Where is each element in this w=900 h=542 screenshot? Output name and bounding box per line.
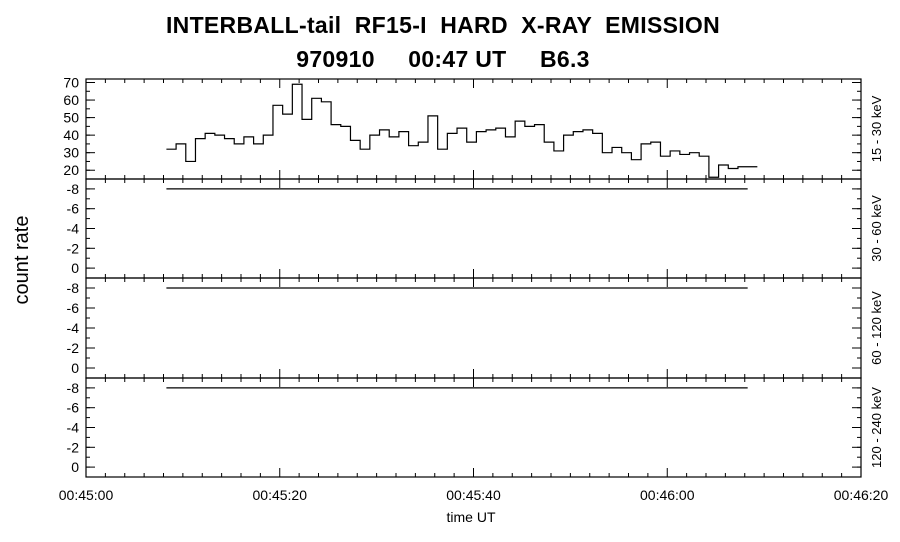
series-line	[166, 83, 758, 178]
x-axis-label: time UT	[447, 509, 496, 525]
chart-subtitle: 970910 00:47 UT B6.3	[296, 46, 590, 72]
y-tick-label: -4	[67, 221, 80, 237]
panel-frame	[85, 377, 862, 478]
y-tick-label: -6	[67, 201, 80, 217]
y-tick-label: 30	[63, 145, 79, 161]
x-tick-label: 00:46:00	[640, 487, 695, 503]
panel-energy-label: 15 - 30 keV	[869, 95, 884, 162]
y-tick-label: -8	[67, 181, 80, 197]
panel-3: 0 -2 -4 -6 -8 60 - 120 keV	[67, 277, 884, 379]
x-tick-label: 00:45:20	[253, 487, 308, 503]
x-axis: 00:45:00 00:45:20 00:45:40 00:46:00 00:46:20	[59, 487, 889, 503]
x-tick-label: 00:45:40	[446, 487, 501, 503]
y-tick-label: 0	[71, 459, 79, 475]
y-tick-label: 50	[63, 110, 79, 126]
y-tick-label: 40	[63, 127, 79, 143]
panel-energy-label: 30 - 60 keV	[869, 195, 884, 262]
y-axis-label: count rate	[11, 216, 33, 305]
y-tick-label: -2	[67, 340, 80, 356]
y-tick-label: -8	[67, 380, 80, 396]
x-tick-label: 00:46:20	[834, 487, 889, 503]
x-tick-label: 00:45:00	[59, 487, 114, 503]
panel-frame	[85, 277, 862, 379]
y-tick-label: 0	[71, 360, 79, 376]
y-tick-label: 60	[63, 92, 79, 108]
y-tick-label: -2	[67, 439, 80, 455]
panel-frame	[85, 178, 862, 279]
panel-2: 0 -2 -4 -6 -8 30 - 60 keV	[67, 178, 884, 279]
y-tick-label: 0	[71, 260, 79, 276]
y-tick-label: -6	[67, 300, 80, 316]
y-tick-label: -8	[67, 280, 80, 296]
panel-energy-label: 120 - 240 keV	[869, 387, 884, 468]
y-tick-label: -4	[67, 420, 80, 436]
y-tick-label: 70	[63, 75, 79, 91]
y-tick-label: -4	[67, 320, 80, 336]
panel-4: 0 -2 -4 -6 -8 120 - 240 keV	[67, 377, 884, 478]
panel-frame	[85, 78, 862, 180]
chart-title: INTERBALL-tail RF15-I HARD X-RAY EMISSIO…	[165, 12, 721, 38]
y-tick-label: 20	[63, 162, 79, 178]
y-tick-label: -6	[67, 400, 80, 416]
y-tick-label: -2	[67, 240, 80, 256]
panel-energy-label: 60 - 120 keV	[869, 291, 884, 365]
